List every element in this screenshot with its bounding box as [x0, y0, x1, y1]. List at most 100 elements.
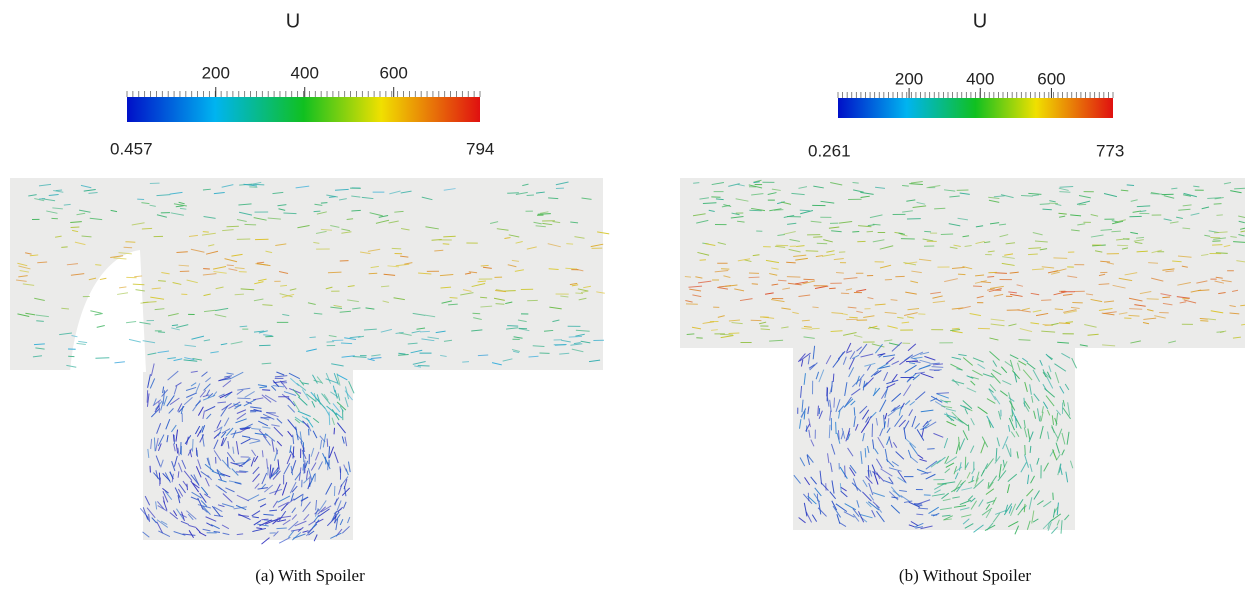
vector	[253, 184, 265, 185]
vector	[906, 361, 918, 362]
vector	[261, 519, 268, 520]
vector	[812, 307, 818, 308]
vector	[142, 228, 152, 229]
tick-label: 400	[291, 63, 319, 82]
vector	[496, 304, 505, 305]
vector	[328, 272, 342, 273]
range-min: 0.457	[110, 139, 153, 158]
vector	[802, 320, 810, 321]
vector	[443, 236, 455, 237]
vector	[865, 448, 866, 457]
vector	[237, 534, 243, 535]
vector	[1053, 258, 1067, 259]
cavity	[793, 348, 1075, 530]
vector	[1018, 340, 1030, 341]
vector	[685, 277, 691, 278]
vector	[836, 422, 837, 434]
vector	[800, 210, 810, 211]
vector	[853, 182, 859, 183]
tick-label: 200	[202, 63, 230, 82]
vector	[868, 465, 869, 477]
vector	[693, 183, 699, 184]
vector	[332, 340, 343, 341]
colorbar-title: U	[973, 10, 987, 32]
vector	[1150, 194, 1162, 195]
vector	[529, 356, 539, 357]
vector	[1234, 188, 1245, 189]
vector	[71, 227, 80, 228]
vector	[538, 214, 551, 215]
colorbar-title: U	[286, 10, 300, 32]
vector	[240, 326, 248, 327]
vector	[804, 327, 812, 328]
vector	[327, 439, 328, 447]
vector	[381, 286, 389, 287]
vector	[836, 273, 844, 274]
vector	[56, 190, 62, 191]
vector	[1129, 309, 1142, 310]
vector	[309, 337, 315, 338]
vector	[716, 199, 724, 200]
vector	[450, 298, 458, 299]
vector	[443, 244, 450, 245]
caption: (b) Without Spoiler	[899, 566, 1031, 585]
vector	[934, 208, 945, 209]
figure: (a) With Spoiler (b) Without Spoiler U20…	[0, 0, 1245, 602]
vector	[833, 374, 834, 382]
vector	[283, 213, 296, 214]
vector	[420, 331, 430, 332]
vector	[95, 265, 101, 266]
vector	[1128, 315, 1139, 316]
range-max: 773	[1096, 141, 1124, 160]
vector	[987, 277, 994, 278]
vector	[262, 305, 272, 306]
tick-label: 400	[966, 69, 994, 88]
colorbar	[838, 98, 1113, 118]
vector	[1041, 300, 1051, 301]
vector	[245, 224, 257, 225]
vector	[569, 336, 582, 337]
vector	[787, 277, 801, 278]
vector	[854, 407, 855, 415]
vector	[1025, 445, 1026, 455]
vector	[203, 232, 209, 233]
vector	[481, 265, 489, 266]
vector	[831, 331, 843, 332]
vector	[965, 457, 966, 470]
tick-label: 600	[1037, 69, 1065, 88]
vector	[1200, 321, 1208, 322]
vector	[158, 281, 166, 282]
vector	[867, 231, 873, 232]
vector	[192, 439, 193, 452]
vector	[303, 464, 304, 471]
vector	[834, 398, 835, 408]
vector	[1053, 493, 1054, 500]
vector	[462, 362, 469, 363]
vector	[902, 186, 909, 187]
vector	[180, 442, 181, 454]
vector	[941, 234, 953, 235]
vector	[478, 355, 488, 356]
vector	[1148, 263, 1158, 264]
vector	[829, 425, 830, 438]
vector	[687, 334, 695, 335]
vector	[1042, 209, 1051, 210]
vector	[369, 273, 378, 274]
vector	[927, 449, 934, 450]
vector	[158, 332, 165, 333]
vector	[36, 321, 44, 322]
vector	[64, 204, 71, 205]
vector	[1021, 196, 1033, 197]
vector	[1162, 297, 1170, 298]
vector	[235, 294, 244, 295]
colorbar	[127, 97, 480, 122]
range-min: 0.261	[808, 141, 851, 160]
vector	[786, 262, 796, 263]
vector	[1040, 204, 1050, 205]
vector	[351, 210, 360, 211]
vector	[817, 243, 827, 244]
vector	[125, 242, 135, 243]
vector	[1028, 254, 1038, 255]
range-max: 794	[466, 139, 494, 158]
vector	[124, 247, 132, 248]
